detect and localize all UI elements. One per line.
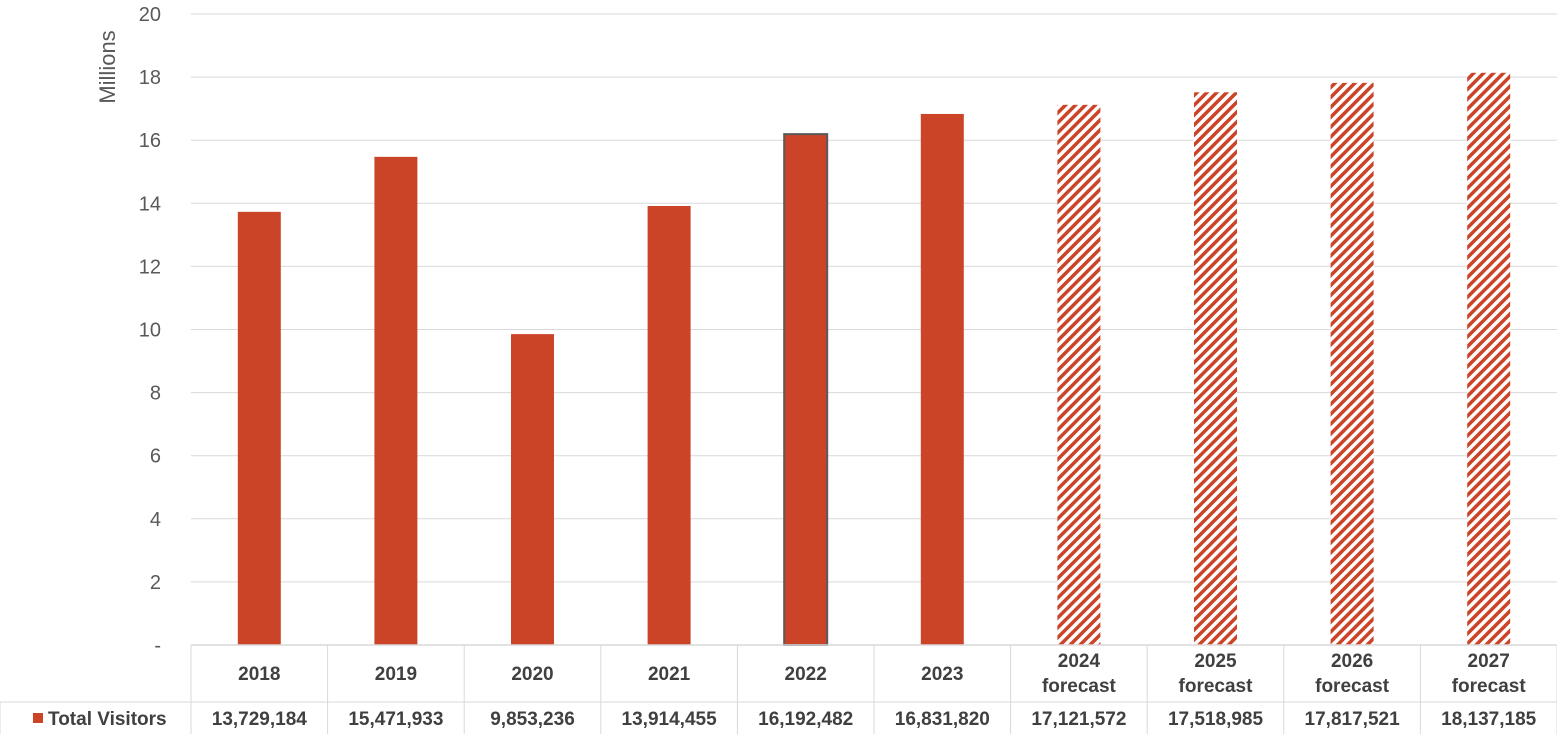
legend-series-name: Total Visitors bbox=[48, 709, 167, 730]
gridlines bbox=[191, 13, 1557, 583]
category-label: forecast bbox=[1042, 676, 1117, 697]
category-label: 2021 bbox=[648, 664, 691, 685]
table-cell-value: 17,121,572 bbox=[1031, 709, 1126, 730]
table-cell-value: 17,518,985 bbox=[1168, 709, 1264, 730]
table-cell-value: 16,831,820 bbox=[895, 709, 990, 730]
legend-marker bbox=[33, 713, 43, 723]
table-cell-value: 17,817,521 bbox=[1305, 709, 1401, 730]
y-tick-label: 20 bbox=[139, 4, 161, 26]
bar bbox=[511, 334, 554, 645]
bars bbox=[237, 72, 1511, 646]
category-label: 2018 bbox=[238, 664, 280, 685]
category-label: 2022 bbox=[785, 664, 827, 685]
bar bbox=[647, 205, 691, 645]
forecast-bar bbox=[1194, 92, 1237, 646]
y-tick-label: 4 bbox=[150, 509, 161, 531]
y-tick-label: 8 bbox=[150, 383, 161, 405]
y-axis-ticks: - 2 4 6 8 10 12 14 16 18 20 bbox=[139, 4, 161, 657]
y-tick-label: 16 bbox=[139, 130, 161, 152]
table-cell-value: 13,729,184 bbox=[212, 709, 308, 730]
forecast-bar bbox=[1057, 104, 1101, 646]
table-cell-value: 16,192,482 bbox=[758, 709, 853, 730]
y-tick-label: 6 bbox=[150, 446, 161, 468]
category-label: 2026 bbox=[1331, 651, 1373, 672]
y-axis-label: Millions bbox=[95, 30, 120, 103]
table-cell-value: 15,471,933 bbox=[348, 709, 443, 730]
data-table: 2018 13,729,184 2019 15,471,933 2020 9,853,23… bbox=[0, 644, 1557, 734]
category-label: 2023 bbox=[921, 664, 963, 685]
bar bbox=[783, 133, 829, 646]
category-label: 2024 bbox=[1058, 651, 1101, 672]
y-tick-label: 14 bbox=[139, 193, 161, 215]
table-cell-value: 13,914,455 bbox=[622, 709, 718, 730]
y-tick-label: 10 bbox=[139, 320, 161, 342]
category-label: 2025 bbox=[1194, 651, 1237, 672]
bar bbox=[237, 211, 281, 645]
table-cell-value: 9,853,236 bbox=[490, 709, 575, 730]
category-label: 2019 bbox=[375, 664, 417, 685]
forecast-bar bbox=[1330, 82, 1374, 645]
category-label: forecast bbox=[1179, 676, 1254, 697]
forecast-bar bbox=[1467, 72, 1511, 646]
y-tick-label: 12 bbox=[139, 256, 161, 278]
category-label: forecast bbox=[1315, 676, 1390, 697]
y-tick-label: - bbox=[154, 635, 161, 657]
y-tick-label: 2 bbox=[150, 572, 161, 594]
bar bbox=[920, 113, 964, 646]
table-cell-value: 18,137,185 bbox=[1441, 709, 1537, 730]
bar bbox=[374, 156, 418, 645]
category-label: forecast bbox=[1452, 676, 1527, 697]
category-label: 2020 bbox=[511, 664, 553, 685]
category-label: 2027 bbox=[1468, 651, 1510, 672]
y-tick-label: 18 bbox=[139, 67, 161, 89]
